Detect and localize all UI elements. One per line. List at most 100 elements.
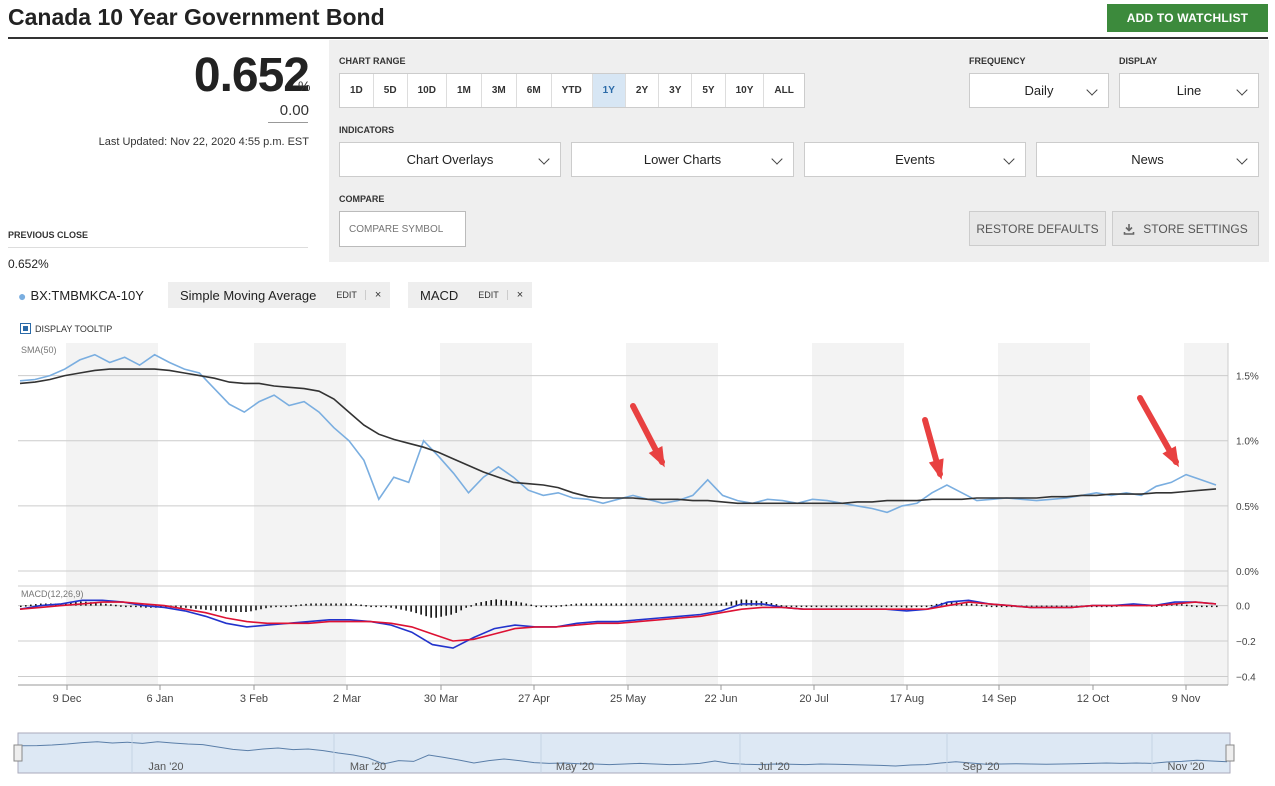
- macd-histogram-bar: [145, 605, 147, 608]
- navigator-label: Nov '20: [1168, 761, 1205, 773]
- restore-defaults-button[interactable]: RESTORE DEFAULTS: [969, 211, 1106, 246]
- range-button-ytd[interactable]: YTD: [552, 74, 593, 107]
- sma-remove-button[interactable]: ×: [374, 289, 382, 301]
- range-button-3m[interactable]: 3M: [482, 74, 517, 107]
- macd-histogram-bar: [225, 605, 227, 612]
- compare-symbol-input[interactable]: [339, 211, 466, 247]
- x-tick-label: 14 Sep: [982, 693, 1017, 705]
- sma-edit-button[interactable]: EDIT: [328, 290, 366, 300]
- macd-histogram-bar: [295, 604, 297, 607]
- chart-overlays-label: Chart Overlays: [406, 152, 494, 167]
- store-settings-button[interactable]: STORE SETTINGS: [1112, 211, 1259, 246]
- checkbox-icon[interactable]: [20, 323, 31, 334]
- y-tick-label: 1.5%: [1236, 372, 1259, 383]
- range-button-10y[interactable]: 10Y: [726, 74, 765, 107]
- macd-histogram-bar: [325, 603, 327, 606]
- macd-histogram-bar: [630, 603, 633, 606]
- macd-histogram-bar: [1205, 605, 1208, 608]
- range-button-1m[interactable]: 1M: [447, 74, 482, 107]
- macd-histogram-bar: [600, 603, 603, 606]
- macd-histogram-bar: [1195, 605, 1198, 608]
- macd-histogram-bar: [80, 601, 82, 606]
- macd-histogram-bar: [900, 605, 903, 608]
- annotation-arrow: [922, 417, 943, 477]
- macd-histogram-bar: [355, 604, 357, 606]
- macd-histogram-bar: [385, 605, 387, 608]
- macd-histogram-bar: [55, 603, 57, 606]
- macd-histogram-bar: [680, 603, 683, 606]
- y-tick-label: 0.0%: [1236, 567, 1259, 578]
- add-to-watchlist-button[interactable]: ADD TO WATCHLIST: [1107, 4, 1268, 32]
- macd-remove-button[interactable]: ×: [516, 289, 524, 301]
- macd-histogram-bar: [1105, 605, 1108, 608]
- month-band: [998, 343, 1090, 685]
- macd-histogram-bar: [550, 605, 553, 608]
- lower-charts-select[interactable]: Lower Charts: [571, 142, 794, 177]
- macd-edit-button[interactable]: EDIT: [470, 290, 508, 300]
- macd-histogram-bar: [60, 603, 62, 606]
- macd-histogram-bar: [195, 605, 197, 609]
- macd-histogram-bar: [235, 605, 237, 612]
- macd-histogram-bar: [735, 600, 738, 606]
- macd-histogram-bar: [760, 601, 763, 606]
- frequency-select[interactable]: Daily: [969, 73, 1109, 108]
- macd-histogram-bar: [605, 603, 608, 606]
- range-button-5d[interactable]: 5D: [374, 74, 408, 107]
- display-tooltip-toggle[interactable]: DISPLAY TOOLTIP: [20, 323, 112, 334]
- macd-histogram-bar: [140, 605, 142, 608]
- macd-histogram-bar: [815, 605, 818, 608]
- range-button-all[interactable]: ALL: [774, 85, 794, 96]
- range-button-10d[interactable]: 10D: [408, 74, 447, 107]
- macd-histogram-bar: [660, 603, 663, 606]
- range-button-2y[interactable]: 2Y: [626, 74, 660, 107]
- macd-histogram-bar: [50, 603, 52, 606]
- macd-histogram-bar: [710, 603, 713, 606]
- range-button-3y[interactable]: 3Y: [659, 74, 693, 107]
- frequency-value: Daily: [1024, 83, 1054, 98]
- macd-histogram-bar: [955, 602, 958, 606]
- macd-histogram-bar: [1035, 605, 1038, 608]
- navigator-series-line: [21, 741, 1228, 767]
- macd-histogram-bar: [505, 600, 508, 606]
- x-tick-label: 9 Dec: [53, 693, 82, 705]
- range-button-1d[interactable]: 1D: [340, 74, 374, 107]
- macd-histogram-bar: [180, 605, 182, 608]
- range-button-5y[interactable]: 5Y: [692, 74, 726, 107]
- macd-histogram-bar: [515, 601, 518, 606]
- macd-histogram-bar: [915, 605, 918, 608]
- macd-histogram-bar: [685, 603, 688, 606]
- navigator-window: [17, 732, 1231, 774]
- macd-histogram-bar: [380, 605, 382, 608]
- price-change: 0.00: [279, 102, 309, 119]
- chart-overlays-select[interactable]: Chart Overlays: [339, 142, 561, 177]
- series-dot-icon: ●: [18, 287, 27, 304]
- x-tick-label: 6 Jan: [147, 693, 174, 705]
- annotation-arrowhead: [648, 446, 665, 468]
- macd-histogram-bar: [320, 603, 322, 606]
- macd-histogram-bar: [645, 603, 648, 606]
- restore-defaults-label: RESTORE DEFAULTS: [976, 221, 1099, 236]
- range-button-1y[interactable]: 1Y: [592, 74, 626, 107]
- display-select[interactable]: Line: [1119, 73, 1259, 108]
- frequency-label: FREQUENCY: [969, 56, 1026, 66]
- range-button-6m[interactable]: 6M: [517, 74, 552, 107]
- macd-histogram-bar: [435, 605, 437, 618]
- events-select[interactable]: Events: [804, 142, 1026, 177]
- macd-histogram-bar: [535, 605, 538, 608]
- macd-histogram-bar: [1175, 603, 1178, 606]
- macd-histogram-bar: [45, 603, 47, 606]
- macd-histogram-bar: [330, 603, 332, 606]
- previous-close-value: 0.652%: [8, 257, 49, 271]
- macd-histogram-bar: [1210, 605, 1213, 608]
- macd-histogram-bar: [525, 603, 528, 606]
- macd-histogram-bar: [745, 599, 748, 606]
- month-band: [254, 343, 346, 685]
- macd-histogram-bar: [990, 605, 993, 608]
- chevron-down-icon: [771, 153, 783, 165]
- news-select[interactable]: News: [1036, 142, 1259, 177]
- macd-histogram-bar: [25, 605, 27, 607]
- lower-charts-label: Lower Charts: [643, 152, 722, 167]
- macd-histogram-bar: [780, 605, 783, 607]
- macd-tag-label: MACD: [420, 287, 459, 303]
- x-tick-label: 20 Jul: [799, 693, 828, 705]
